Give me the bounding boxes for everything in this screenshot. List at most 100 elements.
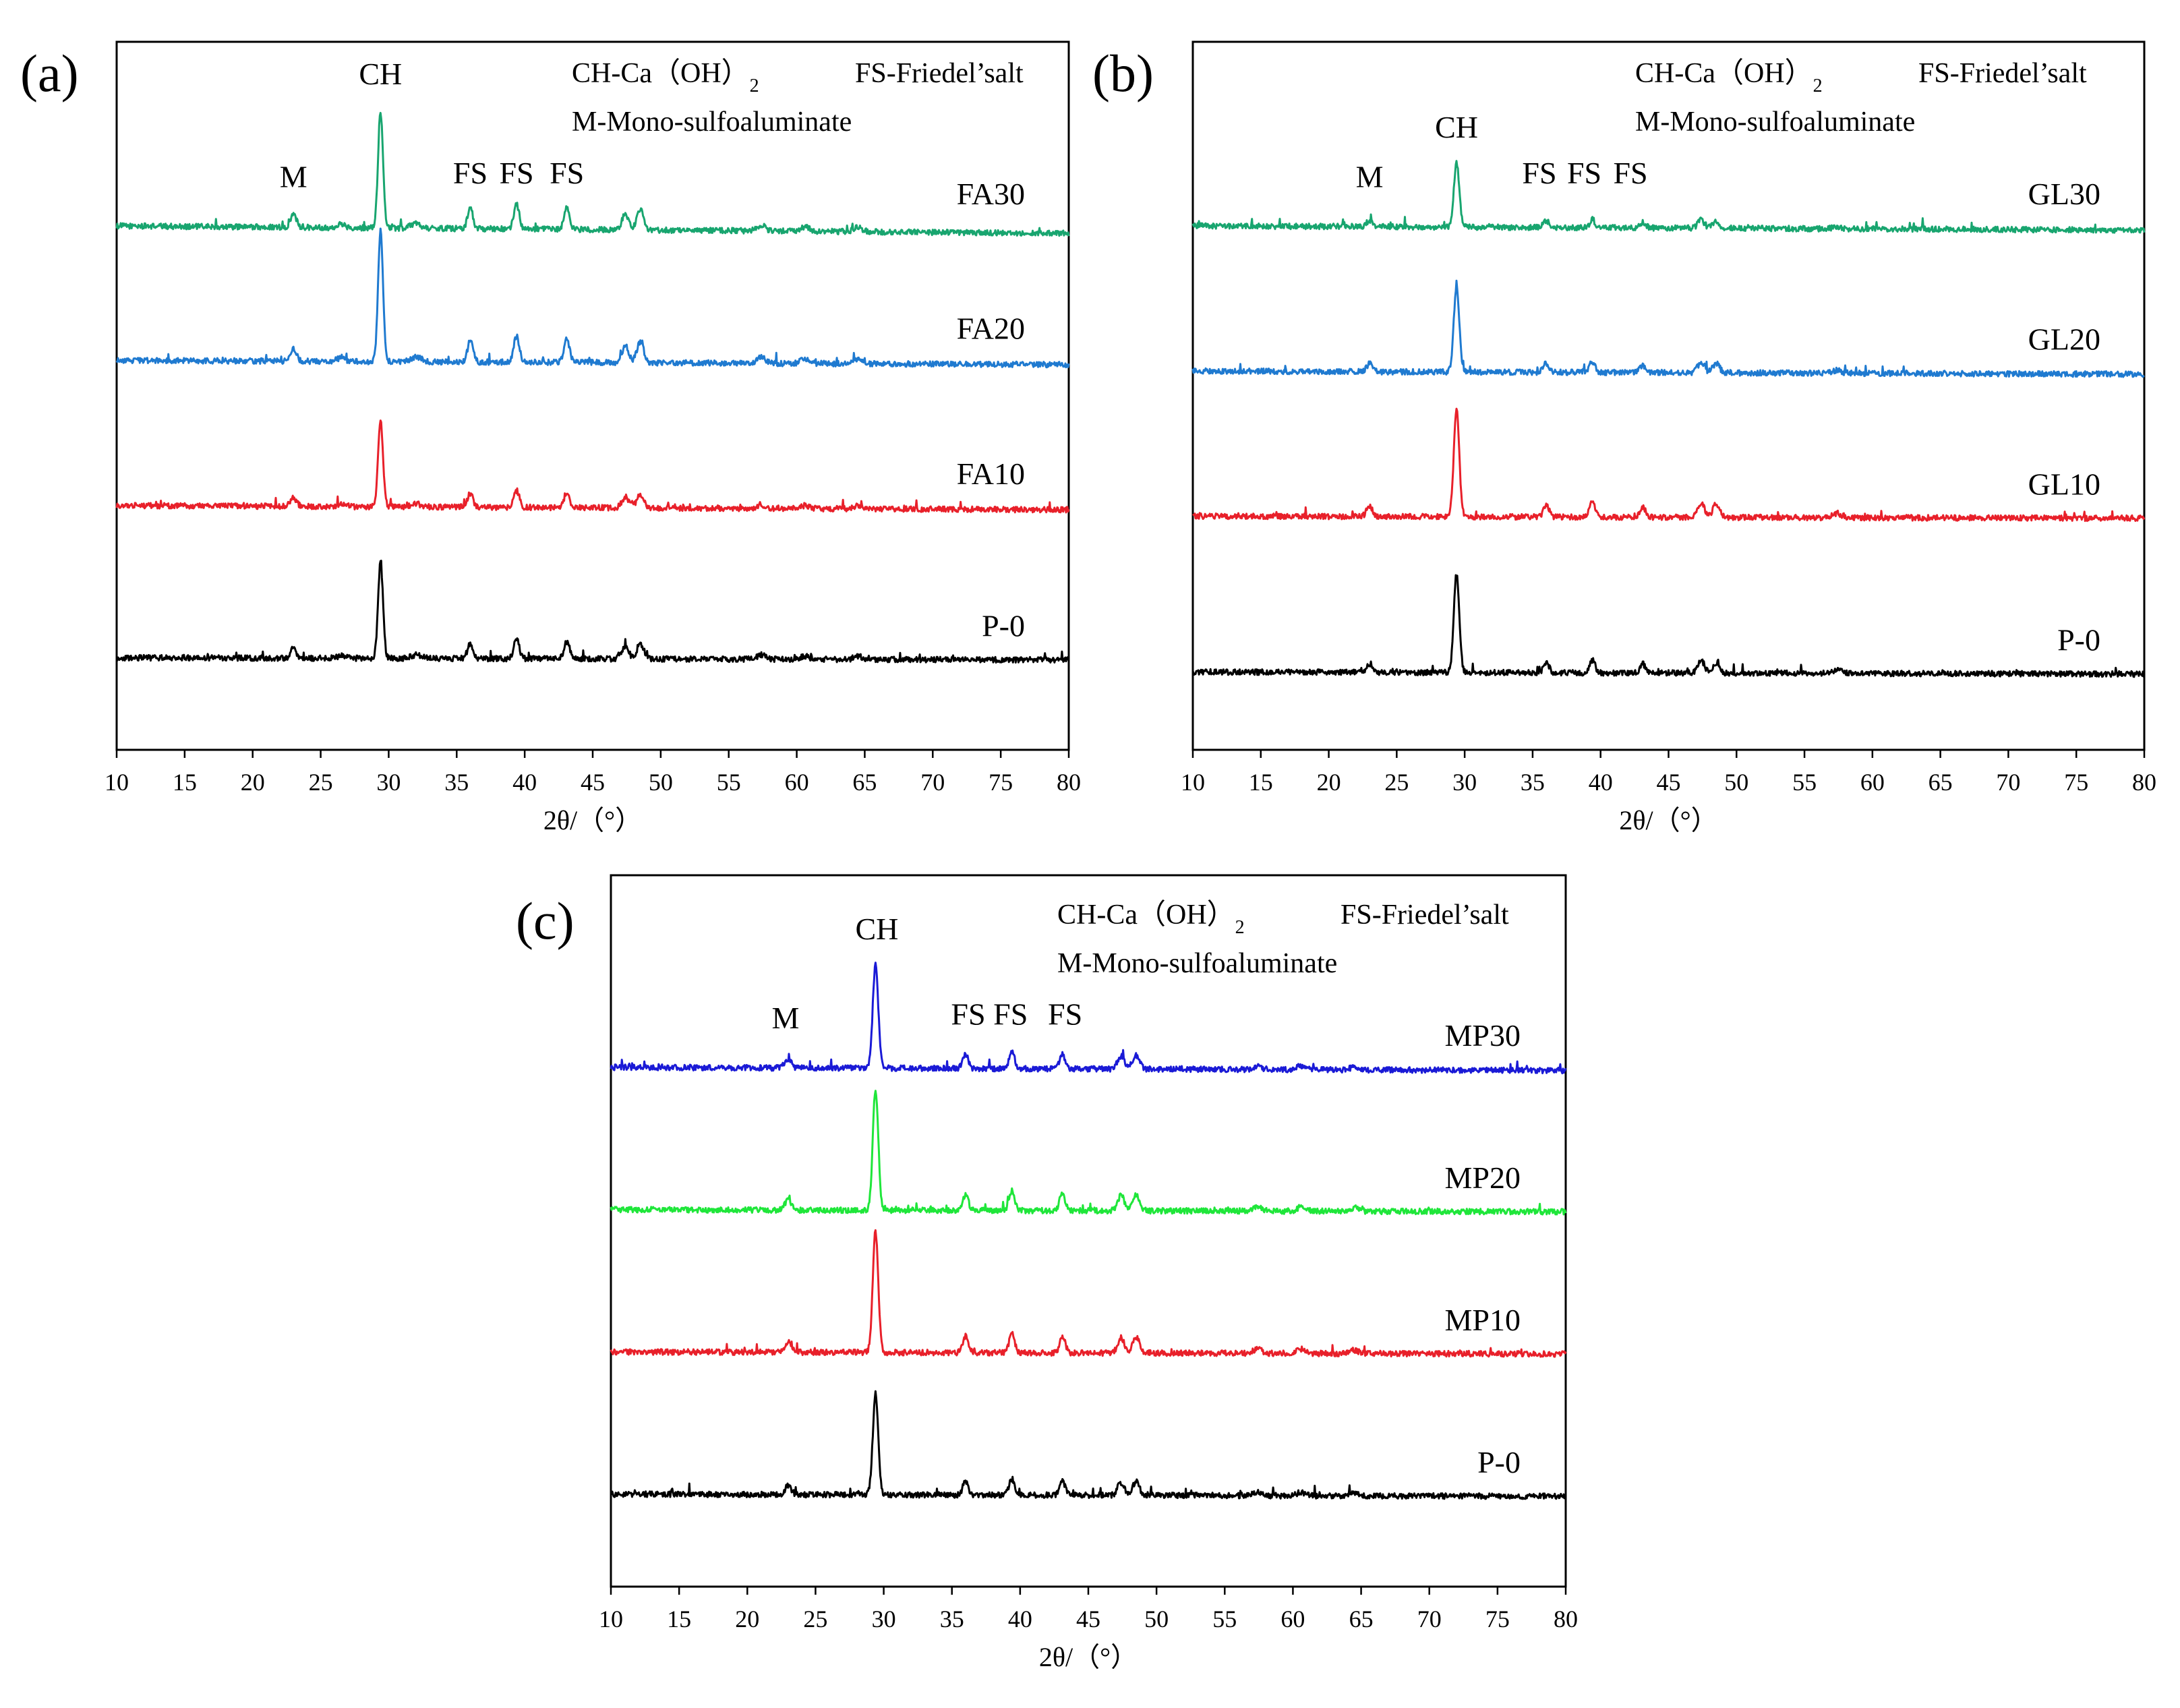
series-line-mp30 [610, 962, 1567, 1075]
series-line-mp10 [610, 1229, 1567, 1358]
x-tick-label: 25 [803, 1606, 827, 1632]
panel-b: (b) CH-Ca（OH）2 FS-Friedel’saltM-Mono-sulfo… [1092, 40, 2156, 835]
peak-label-m: M [1356, 159, 1384, 194]
x-tick-label: 15 [173, 769, 197, 796]
peak-label-m: M [771, 1001, 799, 1035]
x-tick-label: 15 [667, 1606, 691, 1632]
x-tick-label: 30 [376, 769, 401, 796]
legend-m: M-Mono-sulfoaluminate [572, 107, 852, 138]
x-tick-label: 20 [1317, 769, 1341, 796]
legend-ch: CH-Ca（OH）2 [1635, 58, 1823, 96]
series-label: P-0 [1477, 1445, 1521, 1479]
legend-ch-text: CH-Ca（OH） [1635, 58, 1813, 89]
plot-frame [610, 874, 1567, 1588]
x-tick-label: 45 [1657, 769, 1681, 796]
series-label: FA10 [957, 457, 1025, 491]
x-tick-label: 80 [2132, 769, 2156, 796]
x-tick-label: 10 [105, 769, 129, 796]
x-tick-label: 20 [241, 769, 265, 796]
legend-m: M-Mono-sulfoaluminate [1635, 107, 1915, 138]
x-tick-label: 60 [1280, 1606, 1305, 1632]
x-tick-label: 15 [1249, 769, 1273, 796]
x-tick-label: 55 [717, 769, 741, 796]
series-line-fa30 [115, 111, 1070, 237]
x-tick-label: 70 [1996, 769, 2020, 796]
panel-label: (c) [516, 891, 575, 950]
legend-ch-text: CH-Ca（OH） [1057, 900, 1235, 931]
series-label: GL30 [2028, 177, 2100, 211]
x-tick-label: 25 [309, 769, 333, 796]
legend-fs: FS-Friedel’salt [855, 58, 1024, 89]
x-tick-label: 40 [512, 769, 537, 796]
series-label: P-0 [982, 609, 1025, 643]
series-line-fa20 [115, 227, 1070, 369]
legend-ch: CH-Ca（OH）2 [572, 58, 759, 96]
x-axis-title: 2θ/（°） [543, 805, 642, 835]
x-tick-label: 60 [1860, 769, 1885, 796]
x-tick-label: 50 [1144, 1606, 1169, 1632]
x-tick-label: 65 [852, 769, 877, 796]
x-tick-label: 20 [735, 1606, 759, 1632]
legend-ch-subscript: 2 [750, 76, 759, 96]
x-tick-label: 35 [444, 769, 469, 796]
x-tick-label: 70 [920, 769, 945, 796]
series-line-fa10 [115, 419, 1070, 514]
series-label: FA20 [957, 312, 1025, 346]
x-tick-label: 80 [1057, 769, 1081, 796]
x-tick-label: 45 [1076, 1606, 1100, 1632]
series-line-gl30 [1191, 160, 2146, 234]
x-tick-label: 40 [1008, 1606, 1032, 1632]
peak-label-fs: FS [453, 156, 488, 190]
peak-label-ch: CH [1435, 110, 1478, 144]
peak-label-fs: FS [1613, 156, 1647, 190]
x-tick-label: 80 [1554, 1606, 1578, 1632]
peak-label-fs: FS [1522, 156, 1556, 190]
peak-label-ch: CH [359, 57, 402, 91]
x-tick-label: 40 [1589, 769, 1613, 796]
x-axis-title: 2θ/（°） [1619, 805, 1717, 835]
panel-label: (a) [20, 44, 79, 102]
x-tick-label: 35 [1521, 769, 1545, 796]
x-tick-label: 50 [649, 769, 673, 796]
peak-label-fs: FS [951, 997, 985, 1032]
legend-ch-subscript: 2 [1813, 76, 1823, 96]
legend-ch-subscript: 2 [1235, 917, 1245, 938]
x-tick-label: 50 [1724, 769, 1748, 796]
legend-m: M-Mono-sulfoaluminate [1057, 948, 1337, 979]
x-tick-label: 65 [1349, 1606, 1374, 1632]
series-line-gl10 [1192, 407, 2146, 523]
legend-ch-text: CH-Ca（OH） [572, 58, 750, 89]
peak-label-fs: FS [993, 997, 1028, 1032]
x-tick-label: 65 [1928, 769, 1953, 796]
series-label: FA30 [957, 177, 1025, 211]
x-tick-label: 35 [940, 1606, 964, 1632]
x-tick-label: 75 [2064, 769, 2088, 796]
series-line-mp20 [610, 1090, 1567, 1216]
series-line-p-0 [610, 1390, 1567, 1500]
x-axis-title: 2θ/（°） [1039, 1642, 1138, 1672]
series-label: MP20 [1445, 1160, 1521, 1195]
series-label: GL10 [2028, 467, 2100, 502]
x-tick-label: 25 [1384, 769, 1409, 796]
peak-label-fs: FS [1567, 156, 1601, 190]
x-tick-label: 30 [1452, 769, 1477, 796]
peak-label-fs: FS [550, 156, 584, 190]
series-line-p-0 [1191, 574, 2146, 678]
peak-label-fs: FS [499, 156, 533, 190]
peak-label-ch: CH [856, 912, 899, 946]
peak-label-fs: FS [1048, 997, 1082, 1032]
series-line-p-0 [116, 560, 1070, 664]
x-tick-label: 55 [1212, 1606, 1237, 1632]
x-tick-label: 45 [581, 769, 605, 796]
x-tick-label: 75 [1485, 1606, 1510, 1632]
x-tick-label: 75 [989, 769, 1013, 796]
x-tick-label: 10 [1181, 769, 1205, 796]
panel-label: (b) [1092, 44, 1154, 102]
panel-a: (a) CH-Ca（OH）2 FS-Friedel’saltM-Mono-sulfo… [20, 40, 1081, 835]
series-label: MP30 [1445, 1018, 1521, 1053]
x-tick-label: 60 [785, 769, 809, 796]
series-label: P-0 [2057, 623, 2100, 657]
x-tick-label: 10 [599, 1606, 623, 1632]
x-tick-label: 70 [1417, 1606, 1442, 1632]
